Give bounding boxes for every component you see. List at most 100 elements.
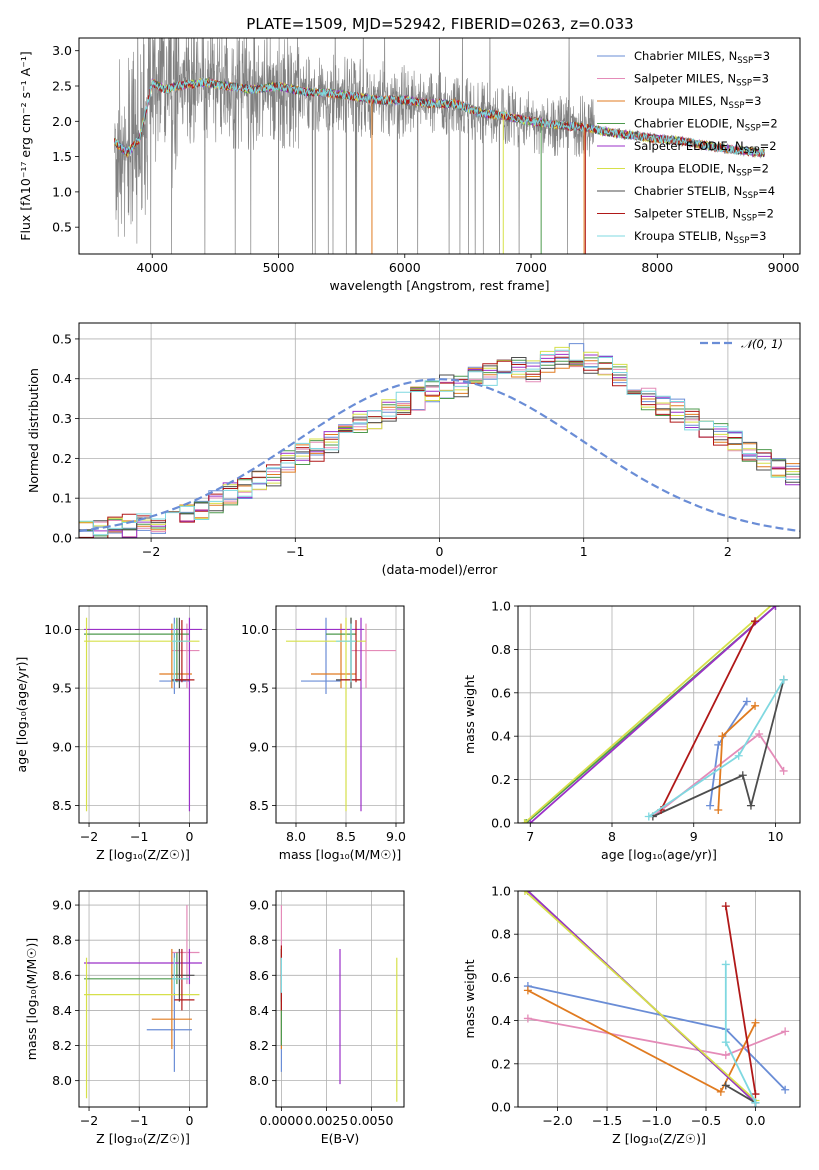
x-axis-label: E(B-V): [321, 1131, 360, 1146]
legend-label-text: Salpeter ELODIE, N: [634, 139, 744, 153]
plus-marker: [746, 801, 755, 810]
series-line: [529, 606, 777, 823]
errorbar-point: [351, 623, 396, 689]
y-tick-label: 1.0: [491, 884, 511, 899]
plus-marker: [520, 819, 529, 823]
y-tick-label: 9.5: [249, 681, 269, 696]
y-tick-label: 3.0: [52, 43, 72, 58]
legend-entry-label: Salpeter STELIB, NSSP=2: [634, 207, 774, 224]
legend-label-subscript: SSP: [741, 214, 757, 224]
legend-label-subscript: SSP: [744, 146, 760, 156]
x-tick-label: 1: [580, 544, 588, 559]
x-tick-label: 0.0: [746, 1113, 766, 1128]
legend-label-tail: =2: [757, 207, 774, 221]
y-tick-label: 8.5: [52, 798, 72, 813]
histogram-legend: 𝒩(0, 1): [700, 337, 783, 351]
plus-marker: [781, 1027, 790, 1036]
normal-reference-curve: [79, 378, 800, 533]
errorbar-point: [301, 617, 341, 694]
legend-label-tail: =4: [758, 184, 775, 198]
mass-weight-series: [523, 1014, 790, 1060]
y-tick-label: 1.0: [491, 599, 511, 614]
legend-label-text: Chabrier ELODIE, N: [634, 117, 745, 131]
y-tick-label: 10.0: [241, 622, 269, 637]
plus-marker: [779, 675, 788, 684]
y-tick-label: 9.0: [249, 739, 269, 754]
plus-marker: [523, 986, 532, 995]
x-tick-label: 0.0025: [305, 1113, 349, 1128]
y-tick-label: 8.4: [249, 1003, 269, 1018]
grid-lines: [79, 891, 207, 1107]
x-axis-label: Z [log₁₀(Z/Z☉)]: [612, 1131, 706, 1146]
y-axis-label: mass weight: [462, 959, 477, 1038]
mass-weight-series: [706, 697, 751, 810]
plus-marker: [721, 960, 730, 969]
axes-frame: [275, 890, 405, 1108]
residual-histogram-step: [79, 357, 800, 531]
y-tick-label: 10.0: [44, 622, 72, 637]
plus-marker: [734, 751, 743, 760]
mass-weight-series: [523, 986, 760, 1096]
y-axis-label: age [log₁₀(age/yr)]: [14, 657, 29, 773]
errorbar-point: [174, 620, 195, 683]
x-tick-label: −1: [130, 1113, 148, 1128]
y-tick-label: 0.4: [491, 1013, 511, 1028]
x-tick-label: 0: [436, 544, 444, 559]
legend-entry-label: Salpeter MILES, NSSP=3: [634, 72, 769, 89]
x-tick-label: 8: [608, 829, 616, 844]
legend-label-text: Kroupa ELODIE, N: [634, 162, 736, 176]
residuals-panel: −2 −1 0 1 2 0.0 0.1 0.2 0.3 0.4 0.5 (data-model)/er…: [26, 322, 801, 577]
plus-marker: [721, 902, 730, 911]
y-axis-label: mass weight: [462, 675, 477, 754]
y-tick-label: 8.2: [52, 1038, 72, 1053]
legend-label-subscript: SSP: [745, 124, 761, 134]
x-tick-label: −2: [142, 544, 160, 559]
mass-weight-series: [526, 606, 780, 823]
legend-label-subscript: SSP: [729, 101, 745, 111]
y-tick-label: 9.0: [52, 898, 72, 913]
plus-marker: [721, 1081, 730, 1090]
series-line: [724, 905, 757, 1095]
legend-label-subscript: SSP: [736, 169, 752, 179]
legend-label-subscript: SSP: [734, 236, 750, 246]
x-tick-label: 8000: [641, 260, 673, 275]
mass-vs-metallicity-panel: −2 −1 0 8.0 8.2 8.4 8.6 8.8 9.0 Z [log₁₀(Z/Z☉)] ma…: [24, 890, 208, 1146]
legend-label-text: Chabrier STELIB, N: [634, 184, 742, 198]
x-axis-label: wavelength [Angstrom, rest frame]: [329, 278, 549, 293]
figure-title: PLATE=1509, MJD=52942, FIBERID=0263, z=0…: [246, 15, 633, 33]
errorbar-point: [171, 623, 190, 683]
axes-frame: [517, 605, 801, 824]
axes-frame: [78, 890, 208, 1108]
y-tick-label: 8.6: [249, 968, 269, 983]
x-tick-label: −1: [130, 829, 148, 844]
errorbar-point: [84, 617, 190, 683]
legend-label-tail: =3: [752, 72, 769, 86]
legend-label-text: Salpeter STELIB, N: [634, 207, 741, 221]
legend-entry-label: Kroupa MILES, NSSP=3: [634, 94, 761, 111]
y-tick-label: 8.8: [52, 933, 72, 948]
y-tick-label: 8.0: [249, 1073, 269, 1088]
legend-entry-label: Chabrier ELODIE, NSSP=2: [634, 117, 778, 134]
x-tick-label: 7: [526, 829, 534, 844]
mass-weight-vs-age-panel: 7 8 9 10 0.0 0.2 0.4 0.6 0.8 1.0 age [log₁₀(age/yr…: [462, 599, 801, 862]
legend-label-tail: =3: [753, 49, 770, 63]
x-tick-label: −1.0: [641, 1113, 671, 1128]
x-tick-label: 2: [724, 544, 732, 559]
y-tick-label: 0.4: [491, 729, 511, 744]
mass-weight-series: [520, 606, 772, 823]
plus-marker: [751, 617, 760, 626]
plot-area: [280, 905, 398, 1102]
plus-marker: [716, 1087, 725, 1096]
y-tick-label: 2.5: [52, 79, 72, 94]
y-tick-label: 0.3: [52, 411, 72, 426]
errorbar-point: [84, 957, 200, 1099]
legend-label-subscript: SSP: [736, 79, 752, 89]
plot-area: [113, 38, 765, 254]
series-line: [652, 679, 785, 818]
x-tick-label: 4000: [136, 260, 168, 275]
mass-vs-ebv-panel: 0.0000 0.0025 0.0050 8.0 8.2 8.4 8.6 8.8 9.0 E(B-…: [249, 890, 405, 1146]
legend-entry-label: Kroupa ELODIE, NSSP=2: [634, 162, 769, 179]
errorbar-point: [171, 948, 195, 1002]
x-tick-label: −2.0: [542, 1113, 572, 1128]
mass-weight-vs-metallicity-panel: −2.0 −1.5 −1.0 −0.5 0.0 0.0 0.2 0.4 0.6 0.8 1.0 Z […: [462, 884, 801, 1146]
